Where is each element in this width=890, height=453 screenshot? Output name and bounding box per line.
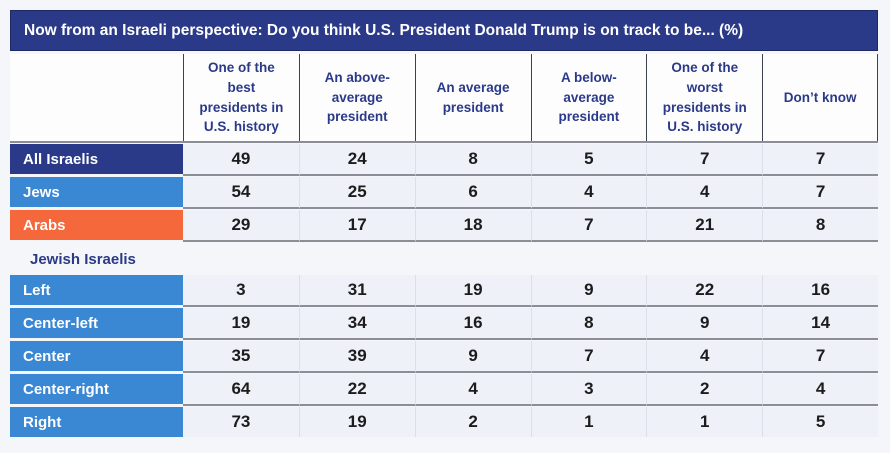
data-cell: 19 [298, 407, 415, 437]
section-heading: Jewish Israelis [30, 250, 136, 268]
column-header: An above-average president [298, 54, 415, 141]
data-cell: 21 [646, 210, 763, 242]
row-label: Center-left [10, 308, 183, 338]
section-heading-row: Jewish Israelis [10, 244, 878, 274]
row-label: Right [10, 407, 183, 437]
data-cell: 7 [762, 144, 878, 176]
data-cell: 8 [414, 144, 531, 176]
row-label-column-spacer [10, 54, 183, 141]
table-body: All Israelis 49 24 8 5 7 7 Jews 54 25 6 4 4 7 Arabs 29 1… [10, 144, 878, 437]
data-cell: 4 [530, 177, 647, 209]
data-cell: 17 [298, 210, 415, 242]
row-label: Arabs [10, 210, 183, 240]
data-cell: 34 [298, 308, 415, 340]
data-cell: 8 [530, 308, 647, 340]
data-cell: 7 [762, 177, 878, 209]
column-header-row: One of the best presidents in U.S. histo… [10, 54, 878, 143]
data-cell: 3 [183, 275, 299, 307]
data-cell: 24 [298, 144, 415, 176]
data-cell: 4 [762, 374, 878, 406]
column-header: An average president [414, 54, 531, 141]
data-cell: 8 [762, 210, 878, 242]
data-cell: 5 [762, 407, 878, 437]
data-cell: 35 [183, 341, 299, 373]
data-cell: 7 [530, 341, 647, 373]
data-cell: 7 [762, 341, 878, 373]
data-cell: 14 [762, 308, 878, 340]
data-cell: 54 [183, 177, 299, 209]
data-cell: 25 [298, 177, 415, 209]
table-row: Arabs 29 17 18 7 21 8 [10, 210, 878, 242]
row-label: Center-right [10, 374, 183, 404]
column-header: Don’t know [762, 54, 878, 141]
data-cell: 7 [530, 210, 647, 242]
row-label: Left [10, 275, 183, 305]
table-row: Center-right 64 22 4 3 2 4 [10, 374, 878, 406]
data-cell: 16 [414, 308, 531, 340]
data-cell: 73 [183, 407, 299, 437]
data-cell: 2 [414, 407, 531, 437]
table-row: Right 73 19 2 1 1 5 [10, 407, 878, 437]
table-row: Jews 54 25 6 4 4 7 [10, 177, 878, 209]
data-cell: 5 [530, 144, 647, 176]
data-cell: 9 [530, 275, 647, 307]
data-cell: 22 [646, 275, 763, 307]
data-cell: 49 [183, 144, 299, 176]
data-cell: 39 [298, 341, 415, 373]
table-title-bar: Now from an Israeli perspective: Do you … [10, 10, 878, 51]
data-cell: 29 [183, 210, 299, 242]
data-cell: 64 [183, 374, 299, 406]
table-row: Center-left 19 34 16 8 9 14 [10, 308, 878, 340]
data-cell: 22 [298, 374, 415, 406]
column-header: A below-average president [530, 54, 647, 141]
row-label: Jews [10, 177, 183, 207]
table-title: Now from an Israeli perspective: Do you … [24, 21, 744, 39]
data-cell: 4 [414, 374, 531, 406]
survey-table: Now from an Israeli perspective: Do you … [10, 10, 878, 438]
row-label: Center [10, 341, 183, 371]
data-cell: 31 [298, 275, 415, 307]
column-header: One of the worst presidents in U.S. hist… [646, 54, 762, 141]
data-cell: 7 [646, 144, 763, 176]
row-label: All Israelis [10, 144, 183, 174]
data-cell: 2 [646, 374, 763, 406]
data-cell: 19 [414, 275, 531, 307]
data-cell: 16 [762, 275, 878, 307]
table-row: Center 35 39 9 7 4 7 [10, 341, 878, 373]
table-row: All Israelis 49 24 8 5 7 7 [10, 144, 878, 176]
data-cell: 1 [530, 407, 647, 437]
data-cell: 18 [414, 210, 531, 242]
table-row: Left 3 31 19 9 22 16 [10, 275, 878, 307]
data-cell: 9 [646, 308, 763, 340]
data-cell: 6 [414, 177, 531, 209]
data-cell: 3 [530, 374, 647, 406]
data-cell: 4 [646, 177, 763, 209]
data-cell: 19 [183, 308, 299, 340]
data-cell: 9 [414, 341, 531, 373]
data-cell: 4 [646, 341, 763, 373]
column-header: One of the best presidents in U.S. histo… [183, 54, 299, 141]
data-cell: 1 [646, 407, 763, 437]
